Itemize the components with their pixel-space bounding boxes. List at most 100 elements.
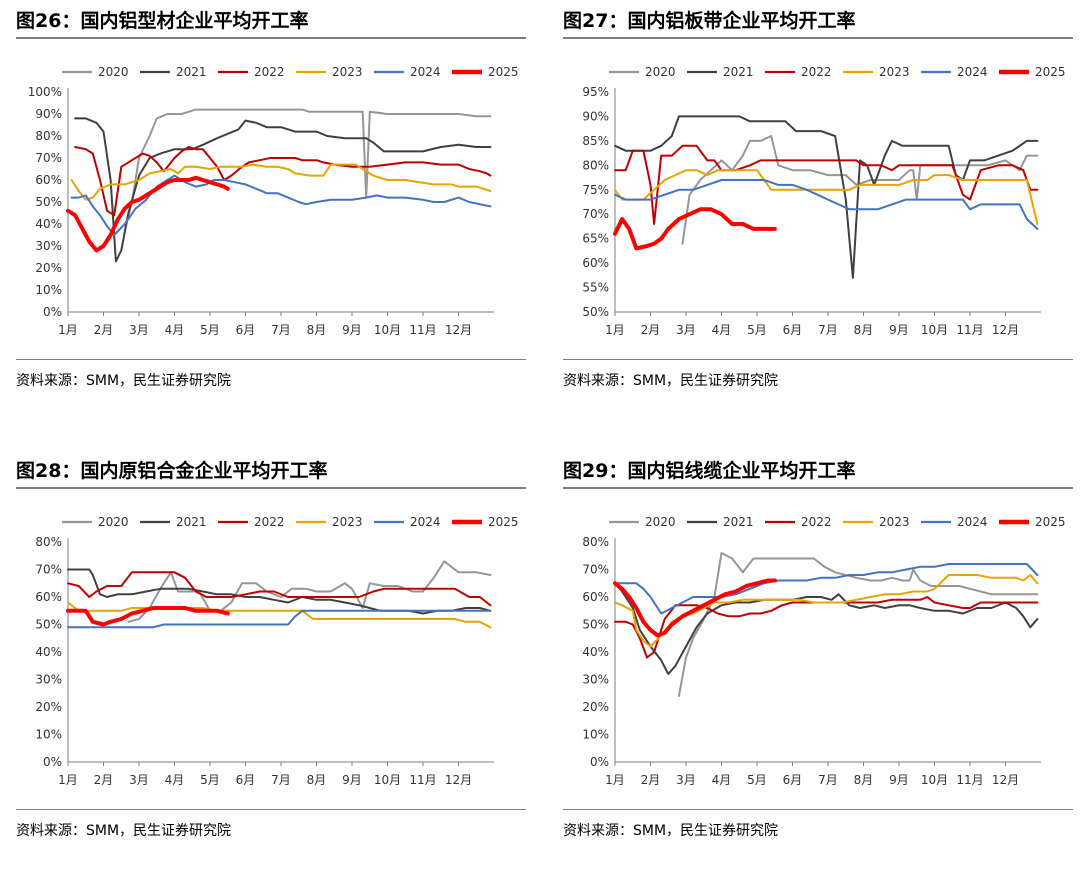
legend-label-2023: 2023	[332, 515, 363, 529]
y-tick-label: 40%	[582, 645, 609, 659]
x-tick-label: 9月	[889, 323, 909, 337]
y-tick-label: 55%	[582, 281, 609, 295]
x-tick-label: 5月	[747, 773, 767, 787]
legend-label-2023: 2023	[879, 65, 910, 79]
x-tick-label: 10月	[374, 323, 401, 337]
series-line-2023	[67, 601, 492, 629]
legend-label-2021: 2021	[723, 515, 754, 529]
x-tick-label: 3月	[676, 773, 696, 787]
chart-panel-fig29: 图29：国内铝线缆企业平均开工率 2020 2021 2022 2023 2024 202…	[563, 454, 1073, 854]
series-line-2020	[677, 552, 1039, 697]
title-divider	[563, 487, 1073, 489]
legend-label-2024: 2024	[957, 515, 988, 529]
series-line-2020	[127, 560, 492, 623]
x-tick-label: 3月	[676, 323, 696, 337]
x-tick-label: 2月	[641, 773, 661, 787]
y-tick-label: 90%	[582, 109, 609, 123]
y-tick-label: 20%	[35, 700, 62, 714]
series-line-2023	[614, 574, 1039, 648]
legend-label-2020: 2020	[98, 65, 129, 79]
y-tick-label: 80%	[582, 535, 609, 549]
legend-label-2024: 2024	[410, 65, 441, 79]
series-line-2021	[614, 115, 1039, 279]
y-tick-label: 70%	[582, 563, 609, 577]
x-tick-label: 12月	[992, 323, 1019, 337]
x-tick-label: 7月	[818, 323, 838, 337]
series-line-2025	[66, 606, 230, 627]
series-line-2022	[74, 146, 492, 217]
series-line-2023	[70, 163, 492, 201]
y-tick-label: 75%	[582, 183, 609, 197]
x-tick-label: 12月	[992, 773, 1019, 787]
x-tick-label: 11月	[409, 323, 436, 337]
y-tick-label: 0%	[43, 305, 62, 319]
series-line-2024	[614, 563, 1039, 615]
source-divider	[16, 359, 526, 360]
x-tick-label: 4月	[165, 773, 185, 787]
series-line-2024	[70, 174, 492, 236]
y-tick-label: 80%	[35, 535, 62, 549]
legend-label-2021: 2021	[176, 515, 207, 529]
y-tick-label: 50%	[35, 195, 62, 209]
x-tick-label: 9月	[342, 323, 362, 337]
y-tick-label: 10%	[35, 283, 62, 297]
legend-label-2021: 2021	[176, 65, 207, 79]
x-tick-label: 11月	[956, 323, 983, 337]
x-tick-label: 5月	[747, 323, 767, 337]
series-line-2024	[67, 609, 492, 629]
series-line-2022	[614, 596, 1039, 659]
series-line-2023	[614, 169, 1039, 225]
series-line-2021	[67, 568, 492, 615]
source-note: 资料来源：SMM，民生证券研究院	[16, 373, 232, 389]
x-tick-label: 4月	[712, 773, 732, 787]
series-line-2022	[67, 571, 492, 607]
y-tick-label: 50%	[582, 305, 609, 319]
x-tick-label: 6月	[783, 773, 803, 787]
x-tick-label: 1月	[605, 323, 625, 337]
y-tick-label: 60%	[35, 590, 62, 604]
x-tick-label: 1月	[605, 773, 625, 787]
line-chart: 2020 2021 2022 2023 2024 2025 50% 55% 60% 65% 70% 7…	[582, 65, 1066, 337]
x-tick-label: 11月	[409, 773, 436, 787]
x-tick-label: 12月	[445, 773, 472, 787]
x-tick-label: 5月	[200, 773, 220, 787]
x-tick-label: 1月	[58, 773, 78, 787]
title-divider	[563, 37, 1073, 39]
y-tick-label: 20%	[35, 261, 62, 275]
x-tick-label: 8月	[854, 323, 874, 337]
chart-title: 图28：国内原铝合金企业平均开工率	[16, 460, 328, 482]
x-tick-label: 7月	[818, 773, 838, 787]
chart-title: 图26：国内铝型材企业平均开工率	[16, 10, 309, 32]
legend: 2020 2021 2022 2023 2024 2025	[609, 65, 1066, 79]
y-tick-label: 20%	[582, 700, 609, 714]
y-tick-label: 40%	[35, 217, 62, 231]
line-chart: 2020 2021 2022 2023 2024 2025 0% 10% 20% 30% 40% 50…	[35, 515, 518, 787]
x-tick-label: 4月	[165, 323, 185, 337]
series-line-2021	[74, 117, 492, 263]
source-note: 资料来源：SMM，民生证券研究院	[563, 373, 779, 389]
title-divider	[16, 37, 526, 39]
legend-label-2022: 2022	[801, 515, 832, 529]
x-tick-label: 5月	[200, 323, 220, 337]
y-tick-label: 80%	[35, 129, 62, 143]
chart-panel-fig28: 图28：国内原铝合金企业平均开工率 2020 2021 2022 2023 2024 20…	[16, 454, 526, 854]
legend-label-2025: 2025	[1035, 65, 1066, 79]
y-tick-label: 60%	[35, 173, 62, 187]
legend-label-2025: 2025	[488, 65, 519, 79]
legend-label-2022: 2022	[254, 515, 285, 529]
legend-label-2024: 2024	[957, 65, 988, 79]
y-tick-label: 50%	[582, 618, 609, 632]
y-tick-label: 100%	[28, 85, 62, 99]
source-note: 资料来源：SMM，民生证券研究院	[563, 823, 779, 839]
series-line-2022	[614, 144, 1039, 225]
x-tick-label: 2月	[641, 323, 661, 337]
x-tick-label: 12月	[445, 323, 472, 337]
line-chart: 2020 2021 2022 2023 2024 2025 0% 10% 20% 30% 40% 50…	[582, 515, 1066, 787]
legend-label-2023: 2023	[332, 65, 363, 79]
chart-panel-fig26: 图26：国内铝型材企业平均开工率 2020 2021 2022 2023 2024 202…	[16, 4, 526, 404]
title-divider	[16, 487, 526, 489]
x-tick-label: 3月	[129, 773, 149, 787]
y-tick-label: 30%	[35, 673, 62, 687]
x-tick-label: 10月	[374, 773, 401, 787]
legend: 2020 2021 2022 2023 2024 2025	[609, 515, 1066, 529]
